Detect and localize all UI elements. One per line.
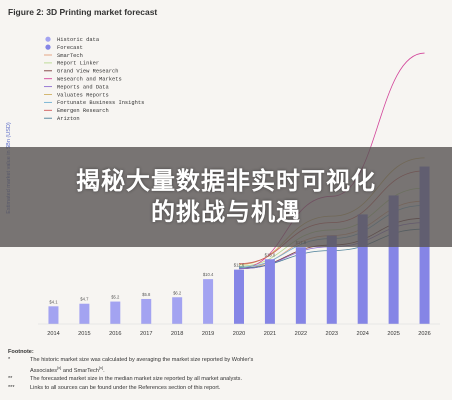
- bar-value-label: $6.2: [173, 290, 182, 295]
- bar-value-label: $15.0: [265, 252, 276, 257]
- x-tick-label: 2017: [140, 331, 152, 337]
- forecast-bar: [357, 214, 368, 324]
- footnote-item: * The historic market size was calculate…: [8, 356, 444, 375]
- footnote-item: *** Links to all sources can be found un…: [8, 384, 444, 392]
- footnote-text: The historic market size was calculated …: [30, 356, 444, 375]
- footnote-marker: **: [8, 376, 13, 383]
- x-tick-label: 2018: [171, 331, 183, 337]
- x-tick-label: 2014: [47, 331, 59, 337]
- x-tick-label: 2021: [264, 331, 276, 337]
- citation-ref[interactable]: [x]: [98, 365, 104, 371]
- bar-value-label: $10.4: [203, 272, 214, 277]
- forecast-bar: [388, 195, 399, 324]
- x-tick-label: 2016: [109, 331, 121, 337]
- chart-legend: Historic data Forecast SmarTech Report Link…: [44, 36, 144, 122]
- bar-value-label: $4.7: [80, 297, 89, 302]
- footnote-text-mid: and SmarTech: [61, 368, 99, 375]
- historic-bar: [110, 301, 121, 324]
- banner-title-line-1: 揭秘大量数据非实时可视化: [76, 167, 376, 195]
- legend-label: Reports and Data: [57, 84, 110, 90]
- bar-value-label: $5.8: [142, 292, 151, 297]
- legend-label: Arizton: [57, 116, 80, 122]
- forecast-bar: [326, 235, 337, 324]
- legend-label: Report Linker: [57, 61, 99, 67]
- historic-bar: [141, 298, 152, 324]
- x-tick-label: 2020: [233, 331, 245, 337]
- legend-swatch: [45, 44, 51, 50]
- x-tick-label: 2023: [326, 331, 338, 337]
- footnote-marker: ***: [8, 384, 15, 391]
- legend-label: Emergen Research: [57, 108, 109, 114]
- x-axis: 2014 2015 2016 2017 2018 2019 2020 2021 2022 2023…: [38, 323, 440, 337]
- bar-value-label: $5.2: [111, 295, 120, 300]
- forecast-bar: [295, 247, 306, 324]
- footnote-text-line: The historic market size was calculated …: [30, 357, 254, 364]
- banner-title-line-2: 的挑战与机遇: [151, 198, 301, 226]
- legend-label: SmarTech: [57, 53, 83, 59]
- historic-bar: [48, 306, 59, 324]
- historic-bar: [79, 303, 90, 324]
- bar-value-label: $4.1: [49, 299, 58, 304]
- x-tick-label: 2019: [202, 331, 214, 337]
- footnote-text-end: .: [103, 368, 105, 375]
- forecast-bar: [234, 269, 244, 324]
- forecast-bar: [264, 259, 275, 324]
- figure-title: Figure 2: 3D Printing market forecast: [8, 7, 158, 17]
- overlay-banner: 揭秘大量数据非实时可视化 的挑战与机遇: [0, 147, 452, 247]
- historic-bar: [172, 297, 183, 324]
- footnote-text: Links to all sources can be found under …: [30, 384, 221, 391]
- legend-label: Historic data: [57, 37, 100, 43]
- legend-label: Fortunate Business Insights: [57, 100, 144, 106]
- footnote-marker: *: [8, 357, 11, 364]
- citation-ref[interactable]: [x]: [57, 365, 62, 371]
- x-tick-label: 2015: [78, 331, 90, 337]
- footnotes: Footnote: * The historic market size was…: [8, 348, 444, 392]
- x-tick-label: 2024: [356, 331, 368, 337]
- footnote-heading: Footnote:: [8, 349, 34, 355]
- footnote-text: The forecasted market size in the median…: [30, 376, 243, 383]
- legend-label: Valuates Reports: [57, 92, 109, 98]
- bar-value-label: $12.6: [234, 263, 245, 268]
- footnote-text-cont: Associates: [30, 368, 58, 375]
- x-tick-label: 2026: [418, 331, 430, 337]
- x-tick-label: 2025: [387, 331, 399, 337]
- legend-label: Wesearch and Markets: [57, 77, 122, 83]
- legend-label: Grand View Research: [57, 69, 118, 75]
- legend-label: Forecast: [57, 45, 83, 51]
- legend-swatch: [45, 36, 51, 42]
- historic-bar: [203, 279, 214, 324]
- footnote-item: ** The forecasted market size in the med…: [8, 375, 444, 383]
- x-tick-label: 2022: [295, 331, 307, 337]
